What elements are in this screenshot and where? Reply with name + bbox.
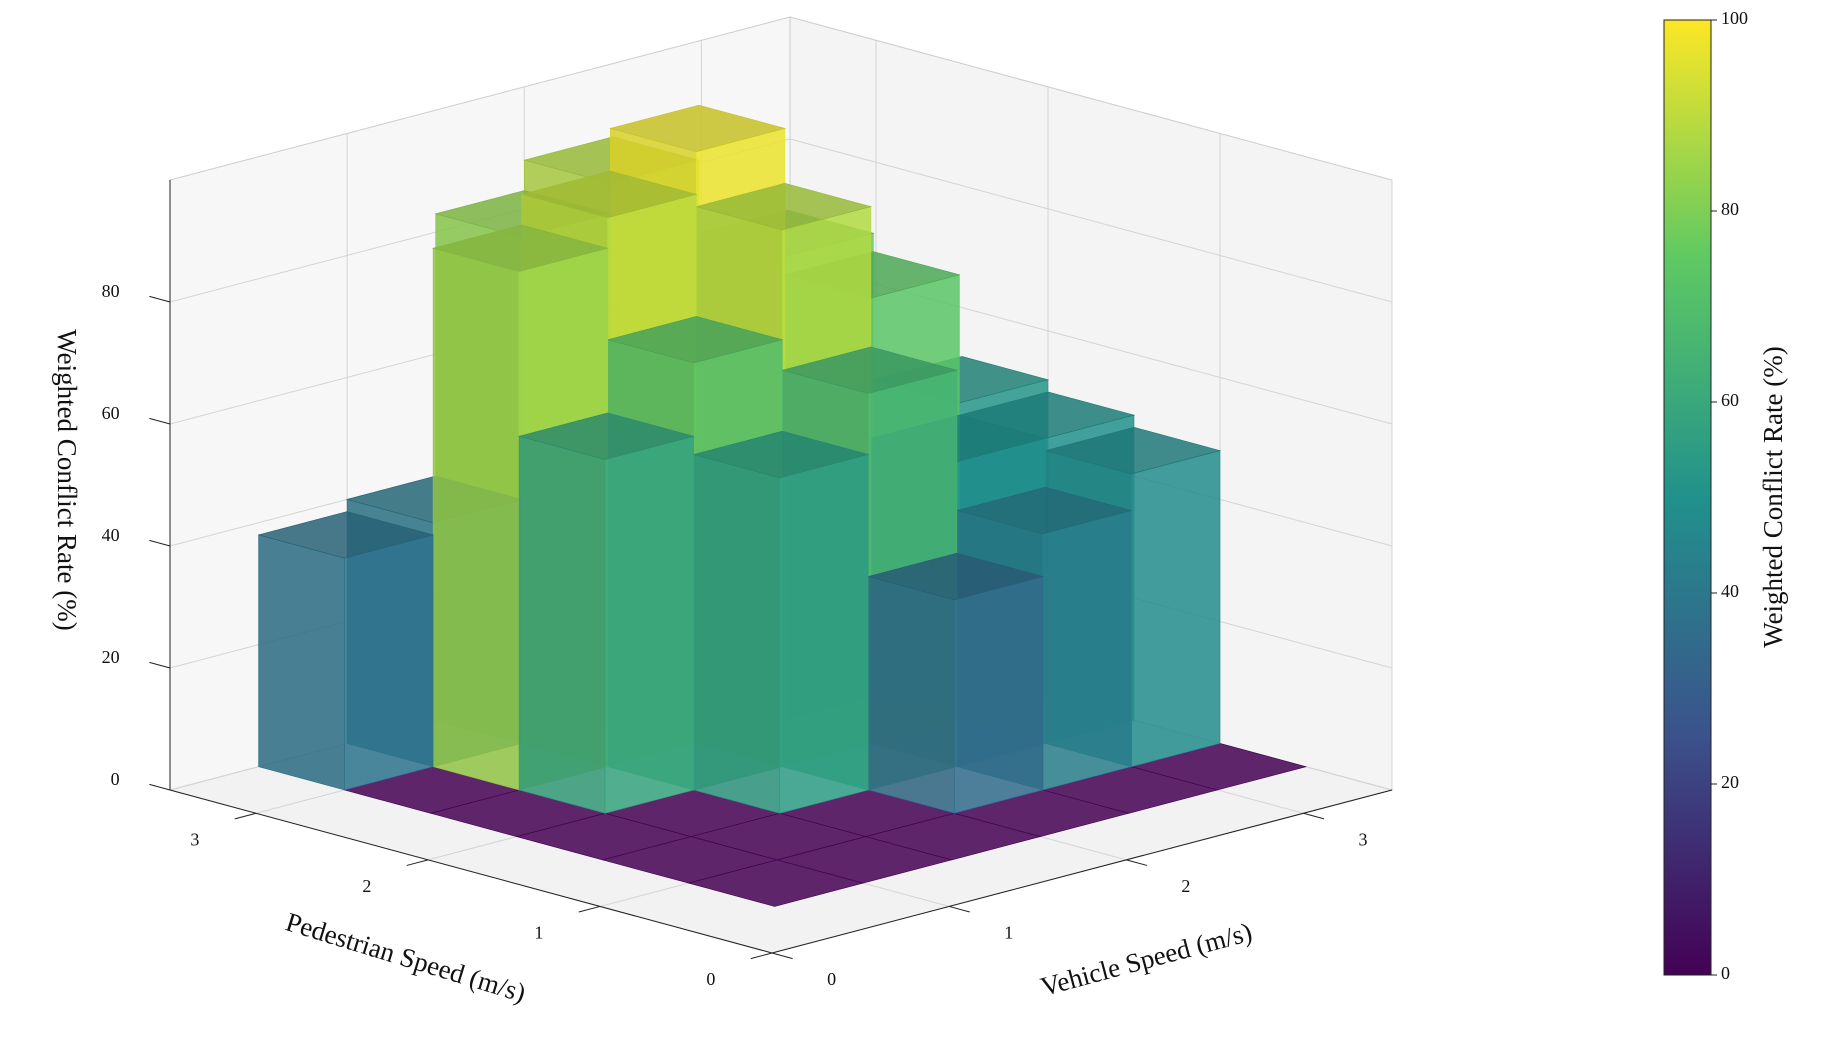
z-tick-label: 40 <box>102 525 120 545</box>
bar-right-face <box>344 534 434 791</box>
z-tick-label: 80 <box>102 281 120 301</box>
bar-top <box>517 412 695 460</box>
z-tick-label: 60 <box>102 403 120 423</box>
bar-top <box>955 486 1133 535</box>
colorbar <box>1663 19 1712 976</box>
bars <box>257 104 1308 907</box>
colorbar-tick-label: 0 <box>1721 963 1730 983</box>
z-tick <box>149 539 171 547</box>
colorbar-label: Weighted Conflict Rate (%) <box>1758 346 1788 647</box>
bar-top <box>606 316 784 364</box>
z-tick-label: 20 <box>102 647 120 667</box>
bar-right-face <box>953 576 1044 814</box>
bar-left-face <box>693 454 781 814</box>
bar-top <box>867 552 1045 601</box>
bar-left-face <box>258 534 345 791</box>
z-axis-label: Weighted Conflict Rate (%) <box>52 329 82 630</box>
x-axis-line <box>771 789 1393 954</box>
grid-line <box>789 138 1393 303</box>
x-tick-label: 0 <box>827 969 836 989</box>
z-tick-label: 0 <box>111 769 120 789</box>
bar-top <box>695 182 873 231</box>
y-tick-label: 0 <box>706 969 715 989</box>
x-tick <box>1126 859 1148 866</box>
y-tick <box>578 905 601 913</box>
bar-right-face <box>779 454 869 814</box>
bar-top <box>692 430 870 479</box>
x-tick-label: 2 <box>1181 876 1190 896</box>
x-tick-label: 1 <box>1004 923 1013 943</box>
y-axis-line <box>169 789 773 954</box>
x-tick <box>1303 812 1325 820</box>
colorbar-tick-label: 40 <box>1721 581 1739 601</box>
y-axis-label: Pedestrian Speed (m/s) <box>282 907 529 1008</box>
bar-right-face <box>1042 510 1132 791</box>
bar-top <box>781 346 959 394</box>
y-tick <box>750 952 773 960</box>
bar-left-face <box>867 576 955 814</box>
bar-floor <box>687 859 865 907</box>
bar-top <box>609 104 787 153</box>
z-tick <box>149 295 171 303</box>
y-tick-label: 3 <box>190 829 199 849</box>
bar-right-face <box>1131 450 1221 768</box>
y-tick-label: 2 <box>362 876 371 896</box>
colorbar-tick-label: 100 <box>1721 8 1748 28</box>
z-tick <box>149 783 171 791</box>
x-axis-label: Vehicle Speed (m/s) <box>1037 917 1255 1002</box>
z-tick <box>149 661 171 669</box>
colorbar-tick-label: 60 <box>1721 390 1739 410</box>
z-tick <box>149 417 171 425</box>
colorbar-tick-label: 80 <box>1721 199 1739 219</box>
x-tick <box>771 952 793 960</box>
bar-left-face <box>518 435 606 814</box>
bar-top <box>431 224 609 272</box>
x-tick <box>949 905 970 913</box>
bar-top <box>1044 426 1222 475</box>
bar-top <box>520 170 698 219</box>
y-tick <box>406 859 429 866</box>
bar-top <box>257 511 435 559</box>
bar-left-face <box>432 247 520 791</box>
y-tick-label: 1 <box>534 923 543 943</box>
x-tick-label: 3 <box>1359 829 1368 849</box>
bar-right-face <box>604 435 695 814</box>
axes: 0 1 2 3 0 1 2 3 0 20 40 60 80 <box>102 180 1393 989</box>
y-tick <box>234 812 257 820</box>
colorbar-tick-label: 20 <box>1721 772 1739 792</box>
